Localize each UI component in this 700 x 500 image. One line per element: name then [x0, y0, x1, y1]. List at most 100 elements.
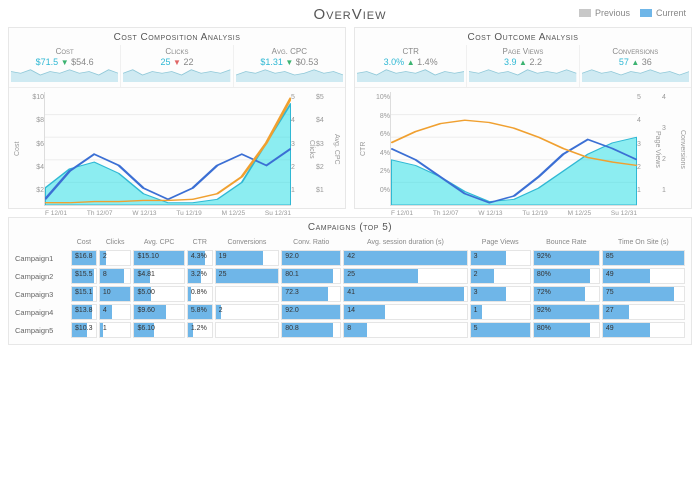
bar-cell-inner: 4	[99, 304, 132, 320]
bar-cell: 0.8%	[187, 286, 213, 302]
bar-cell: $9.60	[133, 304, 184, 320]
bar-cell-inner: 72%	[533, 286, 600, 302]
bar-cell-inner: 85	[602, 250, 685, 266]
bar-cell: 49	[602, 322, 685, 338]
bar-cell: 25	[343, 268, 467, 284]
row-label: Campaign2	[15, 268, 69, 284]
kpi-values: 3.0% ▲ 1.4%	[357, 56, 464, 68]
bar-value: $15.5	[75, 271, 93, 278]
bar-value: 49	[606, 325, 614, 332]
bar-cell: 3	[470, 286, 531, 302]
bar-cell-inner: $15.1	[71, 286, 97, 302]
row-label: Campaign1	[15, 250, 69, 266]
bar-cell-inner: 1	[470, 304, 531, 320]
campaigns-panel: Campaigns (top 5) CostClicksAvg. CPCCTRC…	[8, 217, 692, 345]
bar-cell-inner: $10.3	[71, 322, 97, 338]
campaigns-header-row: CostClicksAvg. CPCCTRConversionsConv. Ra…	[15, 237, 685, 248]
bar-cell: 1	[99, 322, 132, 338]
bar-value: 4.3%	[191, 253, 207, 260]
bar-cell: 1.2%	[187, 322, 213, 338]
kpi-cost: Cost $71.5 ▼ $54.6	[9, 45, 121, 87]
bar-value: 5.8%	[191, 307, 207, 314]
bar-cell-inner: 27	[602, 304, 685, 320]
bar-fill	[344, 287, 464, 301]
kpi-values: $71.5 ▼ $54.6	[11, 56, 118, 68]
bar-cell: $6.10	[133, 322, 184, 338]
kpi-label: Cost	[11, 47, 118, 56]
bar-cell-inner: 3	[470, 250, 531, 266]
bar-cell: 8	[99, 268, 132, 284]
bar-value: 72%	[537, 289, 551, 296]
bar-cell: $10.3	[71, 322, 97, 338]
bar-value: 8	[347, 325, 351, 332]
bar-value: 42	[347, 253, 355, 260]
bar-cell-inner: 0.8%	[187, 286, 213, 302]
plot-left: F 12/01Th 12/07W 12/13Tu 12/19M 12/25Su …	[44, 92, 291, 206]
bar-cell: $16.8	[71, 250, 97, 266]
bar-value: 2	[219, 307, 223, 314]
bar-value: 1.2%	[191, 325, 207, 332]
kpis-left: Cost $71.5 ▼ $54.6 Clicks 25 ▼ 22 Avg. C…	[9, 45, 345, 88]
bar-cell-inner: 3	[470, 286, 531, 302]
table-row: Campaign1 $16.8 2 $15.10 4.3% 19 92.0 42…	[15, 250, 685, 266]
col-time-on-site-s-: Time On Site (s)	[602, 237, 685, 248]
bar-cell-inner: 80.1	[281, 268, 341, 284]
kpi-current: 57	[619, 57, 629, 67]
bar-cell: 80%	[533, 322, 600, 338]
campaigns-title: Campaigns (top 5)	[13, 220, 687, 235]
bar-value: 85	[606, 253, 614, 260]
y-right2-ticks-r: 4321	[662, 92, 678, 206]
bar-value: 3	[474, 289, 478, 296]
bar-cell: 2	[99, 250, 132, 266]
bar-cell-inner: $4.81	[133, 268, 184, 284]
col-cost: Cost	[71, 237, 97, 248]
bar-value: 92.0	[285, 307, 299, 314]
bar-cell: 80%	[533, 268, 600, 284]
bar-cell: 92.0	[281, 304, 341, 320]
legend-current: Current	[640, 8, 686, 18]
bar-cell: 2	[215, 304, 280, 320]
legend-prev-swatch	[579, 9, 591, 17]
table-row: Campaign2 $15.5 8 $4.81 3.2% 25 80.1 25 …	[15, 268, 685, 284]
bar-value: 1	[103, 325, 107, 332]
y-right1-ticks-left: 54321	[291, 92, 307, 206]
bar-cell-inner: 41	[343, 286, 467, 302]
y-left-ticks: $10$8$6$4$2	[22, 92, 44, 206]
kpi-previous: 2.2	[529, 57, 542, 67]
bar-value: 27	[606, 307, 614, 314]
kpi-label: Clicks	[123, 47, 230, 56]
col-conv-ratio: Conv. Ratio	[281, 237, 341, 248]
bar-value: 72.3	[285, 289, 299, 296]
y-right2-ticks-left: $5$4$3$2$1	[316, 92, 332, 206]
bar-cell: 75	[602, 286, 685, 302]
bar-cell: 14	[343, 304, 467, 320]
legend: Previous Current	[579, 8, 686, 18]
bar-value: 19	[219, 253, 227, 260]
bar-value: $10.3	[75, 325, 93, 332]
table-row: Campaign4 $13.8 4 $9.60 5.8% 2 92.0 14 1…	[15, 304, 685, 320]
bar-cell: 3	[470, 250, 531, 266]
bar-cell-inner: 1	[99, 322, 132, 338]
col-avg-session-duration-s-: Avg. session duration (s)	[343, 237, 467, 248]
bar-cell: 5	[470, 322, 531, 338]
legend-cur-label: Current	[656, 8, 686, 18]
bar-cell: 25	[215, 268, 280, 284]
bar-value: $16.8	[75, 253, 93, 260]
bar-cell: 27	[602, 304, 685, 320]
legend-previous: Previous	[579, 8, 630, 18]
bar-cell-inner: 80%	[533, 268, 600, 284]
y-right1-ticks-r: 54321	[637, 92, 653, 206]
bar-cell: $15.10	[133, 250, 184, 266]
bar-cell-inner: 72.3	[281, 286, 341, 302]
bar-cell: 4	[99, 304, 132, 320]
bar-cell: 5.8%	[187, 304, 213, 320]
bar-cell: 41	[343, 286, 467, 302]
bar-cell-inner: $6.10	[133, 322, 184, 338]
bar-cell: $4.81	[133, 268, 184, 284]
bar-cell-inner: 8	[99, 268, 132, 284]
plot-right: F 12/01Th 12/07W 12/13Tu 12/19M 12/25Su …	[390, 92, 637, 206]
panels-row: Cost Composition Analysis Cost $71.5 ▼ $…	[0, 27, 700, 209]
table-row: Campaign3 $15.1 10 $5.00 0.8% 72.3 41 3 …	[15, 286, 685, 302]
bar-value: $15.1	[75, 289, 93, 296]
y-right1-title-left: Clicks	[307, 92, 316, 206]
